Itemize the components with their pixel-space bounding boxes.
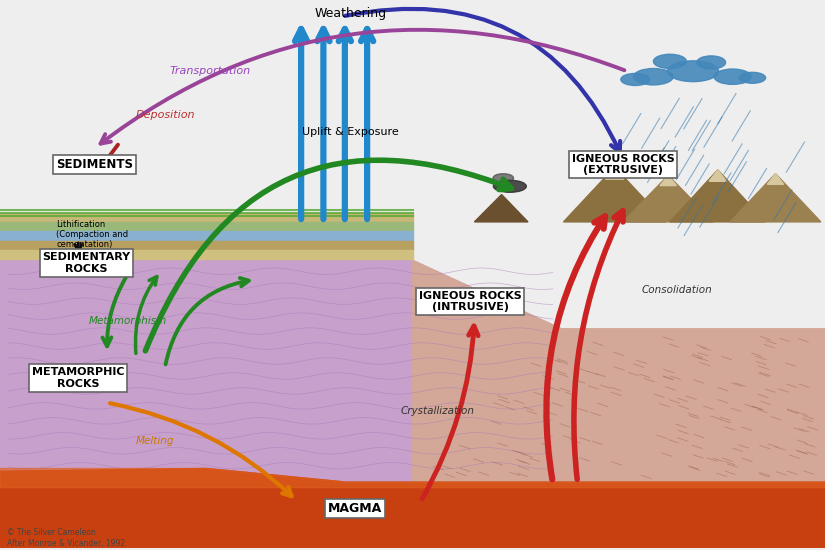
Ellipse shape — [667, 61, 719, 81]
Text: METAMORPHIC
ROCKS: METAMORPHIC ROCKS — [32, 367, 125, 389]
Polygon shape — [0, 240, 412, 250]
Text: SEDIMENTS: SEDIMENTS — [56, 158, 134, 171]
Polygon shape — [730, 174, 821, 222]
Polygon shape — [606, 167, 624, 179]
FancyArrowPatch shape — [345, 9, 620, 152]
FancyArrowPatch shape — [135, 277, 157, 354]
Polygon shape — [670, 170, 766, 222]
Text: MAGMA: MAGMA — [328, 502, 382, 515]
Text: © The Silver Cameleon
After Monroe & Vicander, 1992: © The Silver Cameleon After Monroe & Vic… — [7, 529, 125, 548]
FancyArrowPatch shape — [166, 278, 248, 365]
Polygon shape — [710, 170, 726, 182]
Polygon shape — [767, 174, 784, 184]
Text: Melting: Melting — [136, 436, 174, 446]
FancyArrowPatch shape — [422, 326, 478, 499]
Text: IGNEOUS ROCKS
(INTRUSIVE): IGNEOUS ROCKS (INTRUSIVE) — [419, 290, 521, 312]
Polygon shape — [0, 260, 561, 482]
Text: Lithification
(Compaction and
cementation): Lithification (Compaction and cementatio… — [56, 219, 128, 249]
FancyArrowPatch shape — [101, 30, 625, 144]
FancyArrowPatch shape — [145, 160, 512, 351]
FancyArrowPatch shape — [110, 403, 291, 496]
Text: Crystallization: Crystallization — [400, 406, 474, 416]
FancyArrowPatch shape — [546, 216, 605, 480]
Text: IGNEOUS ROCKS
(EXTRUSIVE): IGNEOUS ROCKS (EXTRUSIVE) — [572, 153, 674, 175]
Text: Uplift & Exposure: Uplift & Exposure — [302, 126, 399, 136]
Polygon shape — [0, 469, 825, 548]
Ellipse shape — [696, 56, 726, 69]
Ellipse shape — [653, 54, 686, 69]
Polygon shape — [474, 195, 528, 222]
Text: SEDIMENTARY
ROCKS: SEDIMENTARY ROCKS — [43, 252, 130, 274]
Polygon shape — [0, 231, 412, 240]
Polygon shape — [0, 250, 412, 259]
Ellipse shape — [620, 73, 650, 85]
Polygon shape — [0, 222, 412, 231]
Ellipse shape — [714, 69, 751, 84]
Polygon shape — [412, 260, 825, 482]
Ellipse shape — [493, 174, 513, 183]
Ellipse shape — [634, 69, 673, 85]
Polygon shape — [660, 175, 676, 185]
FancyArrowPatch shape — [102, 276, 126, 346]
Ellipse shape — [493, 180, 526, 192]
Polygon shape — [623, 175, 714, 222]
Polygon shape — [0, 213, 412, 222]
Ellipse shape — [739, 73, 766, 83]
Text: Weathering: Weathering — [314, 7, 387, 20]
FancyArrowPatch shape — [574, 211, 623, 480]
Text: Consolidation: Consolidation — [641, 285, 712, 295]
Polygon shape — [563, 167, 666, 222]
Text: Transportation: Transportation — [170, 66, 251, 76]
Text: Metamorphism: Metamorphism — [89, 316, 167, 326]
Polygon shape — [0, 469, 825, 488]
Text: Deposition: Deposition — [135, 110, 195, 120]
